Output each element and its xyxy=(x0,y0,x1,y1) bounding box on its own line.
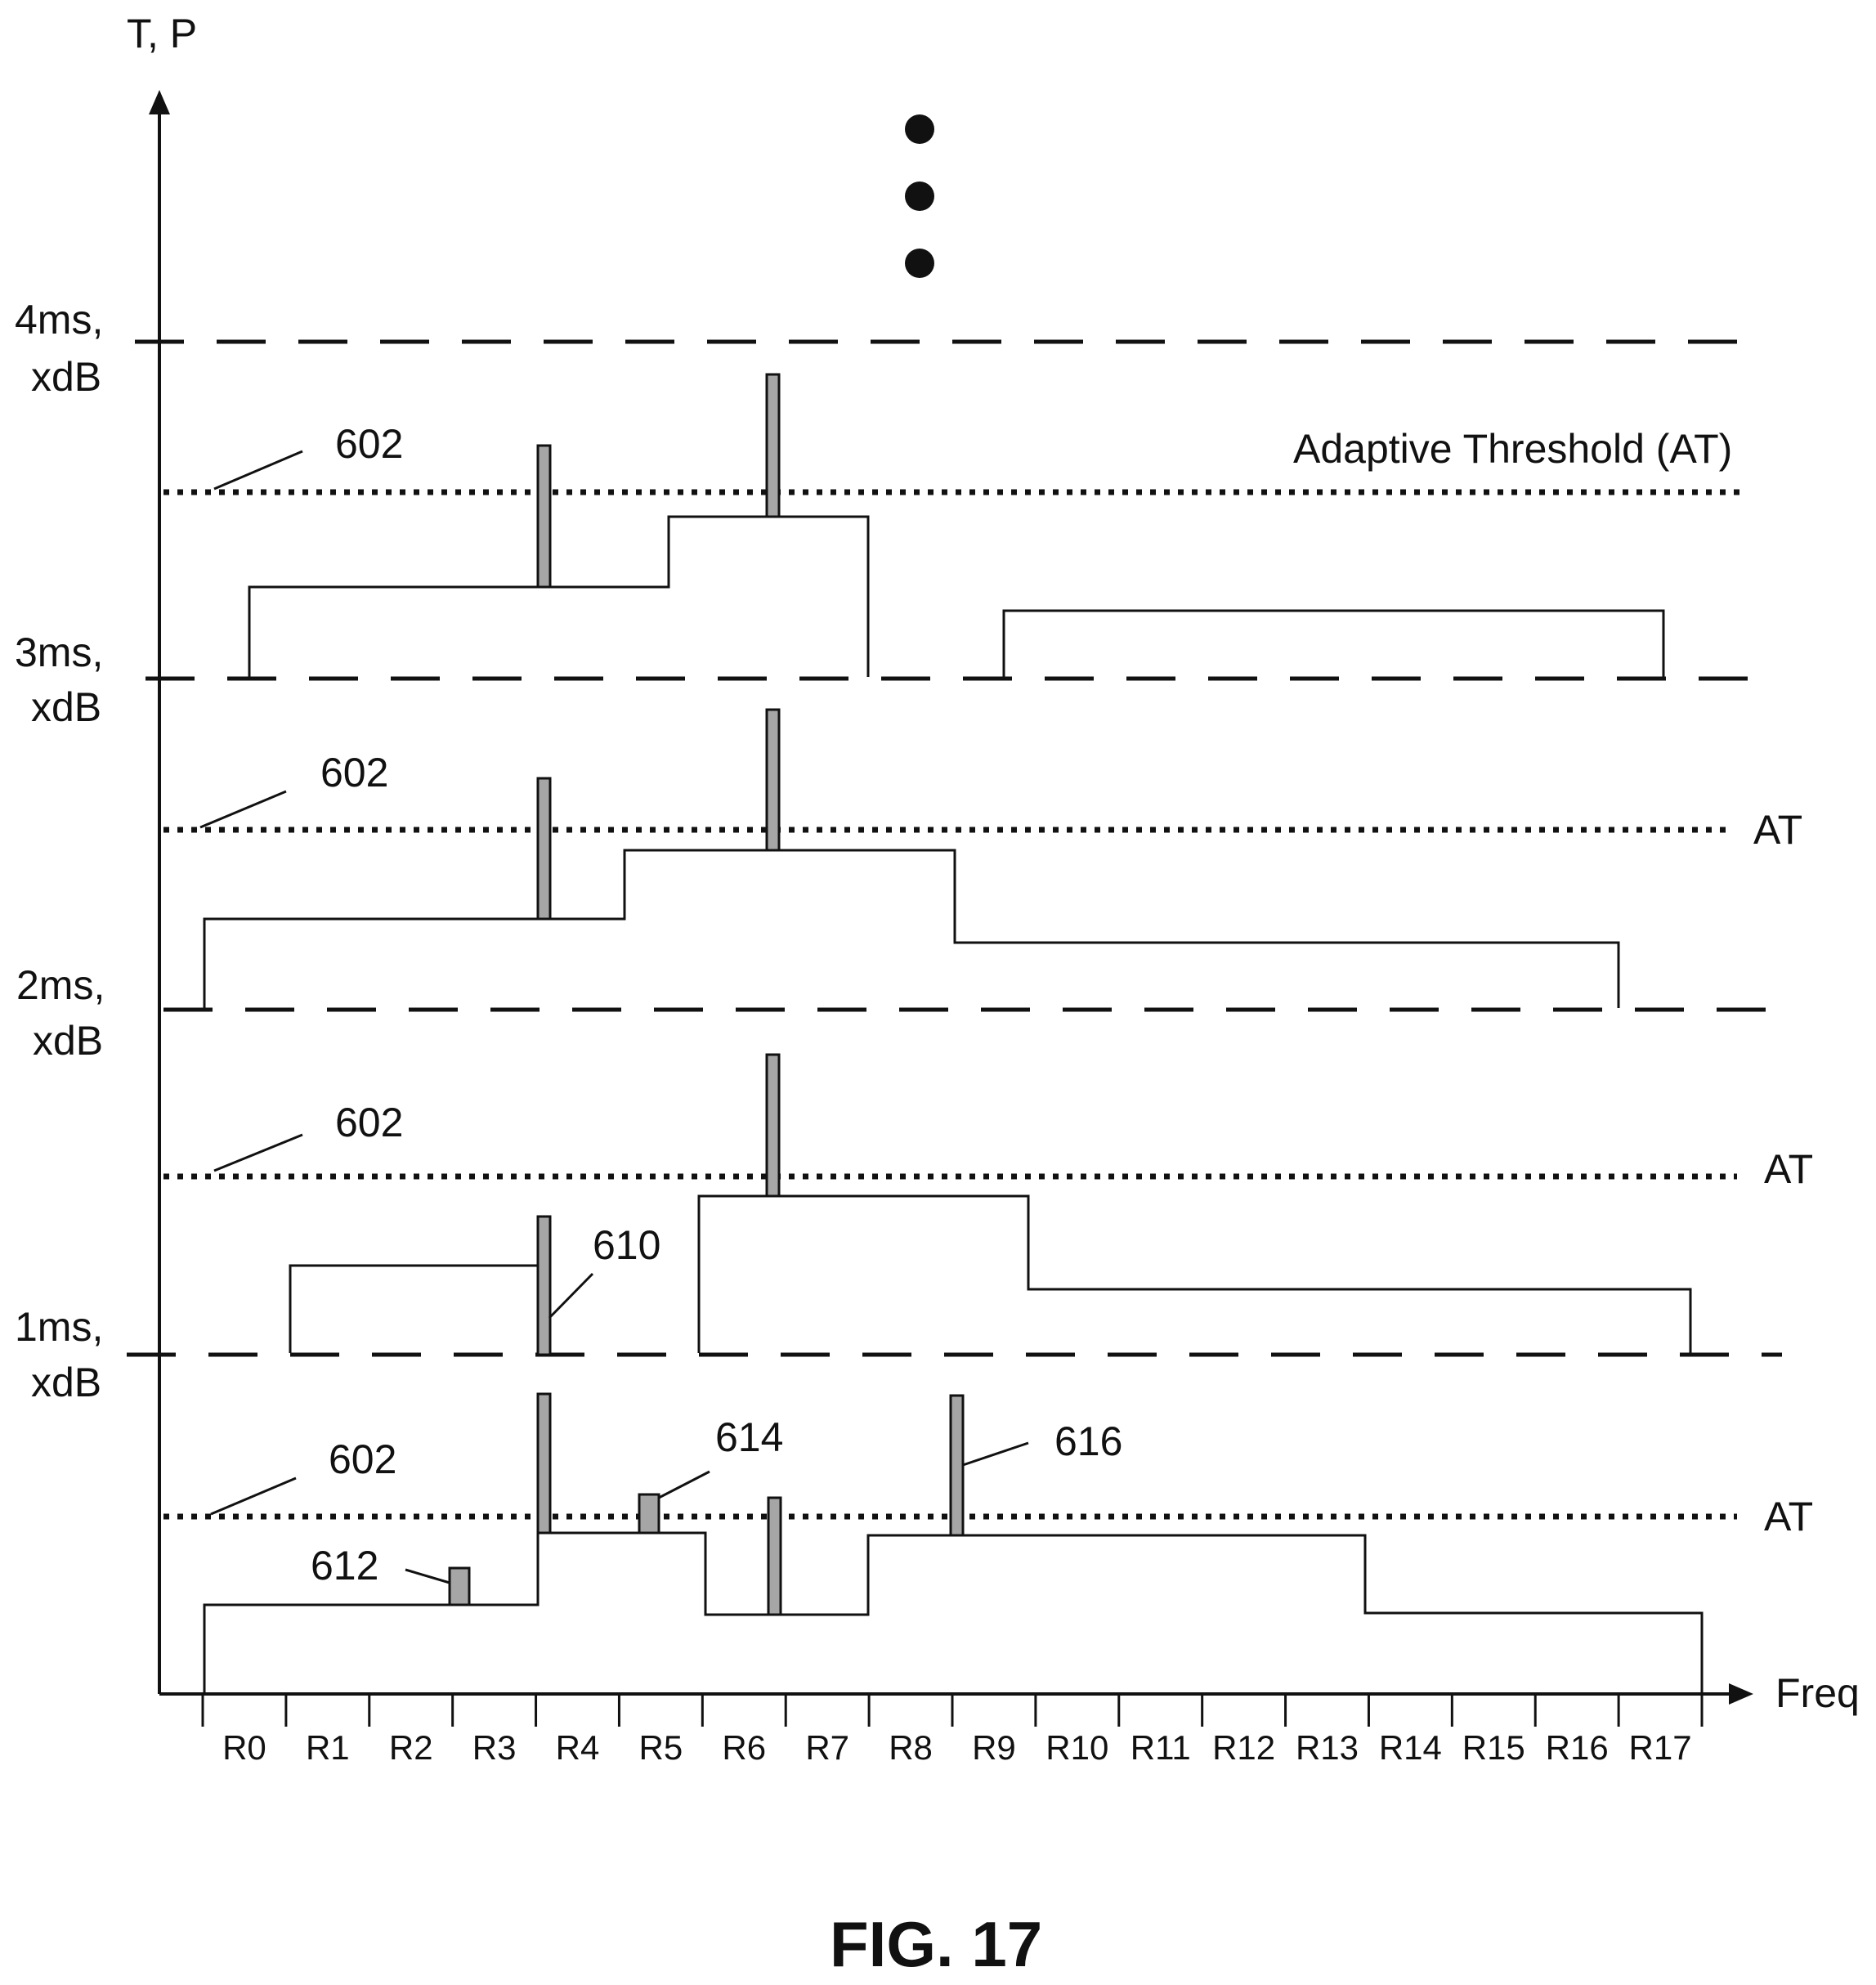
signal-profile-slot3 xyxy=(203,849,1620,1008)
leader-602-slot3 xyxy=(199,790,287,829)
power-label-1ms: xdB xyxy=(31,1360,101,1405)
signal-profile-slot2-a xyxy=(289,1264,541,1353)
bin-label-r4: R4 xyxy=(556,1728,600,1767)
bin-label-r11: R11 xyxy=(1131,1728,1191,1767)
bin-label-r13: R13 xyxy=(1296,1728,1359,1767)
signal-profile-slot4-b xyxy=(1002,609,1665,677)
leader-602-slot4 xyxy=(213,450,303,491)
signal-bar xyxy=(536,1392,552,1535)
ref-602-slot1: 602 xyxy=(329,1436,396,1482)
x-axis-label: Freq xyxy=(1775,1670,1860,1716)
leader-602-slot1 xyxy=(210,1476,297,1516)
ref-602-slot2: 602 xyxy=(335,1100,403,1145)
ref-614: 614 xyxy=(715,1414,783,1460)
bin-label-r14: R14 xyxy=(1379,1728,1442,1767)
signal-bar xyxy=(765,373,781,518)
bin-label-r5: R5 xyxy=(639,1728,683,1767)
signal-bars xyxy=(448,373,965,1616)
bin-label-r10: R10 xyxy=(1045,1728,1108,1767)
ellipsis-dot xyxy=(905,114,934,144)
time-label-3ms: 3ms, xyxy=(15,630,103,675)
bin-label-r8: R8 xyxy=(889,1728,933,1767)
signal-bar xyxy=(765,708,781,852)
time-level-labels: 4ms, xdB 3ms, xdB 2ms, xdB 1ms, xdB xyxy=(15,297,105,1405)
bin-label-r6: R6 xyxy=(722,1728,766,1767)
ellipsis-dot xyxy=(905,181,934,211)
bin-label-r3: R3 xyxy=(472,1728,517,1767)
ellipsis-dot xyxy=(905,249,934,278)
frequency-bins: R0 R1 R2 R3 R4 R5 R6 R7 R8 R9 R10 R11 R12 R13 R14 R15 R1… xyxy=(201,1694,1704,1767)
signal-bar-612 xyxy=(448,1566,471,1606)
leader-602-slot2 xyxy=(213,1133,303,1172)
time-label-1ms: 1ms, xyxy=(15,1304,103,1350)
axes: T, P Freq xyxy=(127,11,1860,1716)
signal-profiles xyxy=(203,515,1704,1694)
threshold-label-slot2: AT xyxy=(1764,1146,1813,1192)
y-axis-arrow xyxy=(149,90,170,114)
time-level-lines xyxy=(127,339,1782,1357)
figure-caption: FIG. 17 xyxy=(830,1908,1042,1980)
signal-bar xyxy=(765,1053,781,1198)
signal-bar-616 xyxy=(949,1394,965,1537)
signal-bar xyxy=(767,1496,782,1616)
ref-610: 610 xyxy=(593,1222,660,1268)
threshold-label-slot1: AT xyxy=(1764,1494,1813,1539)
reference-numerals: 602 602 602 602 610 612 614 616 xyxy=(199,421,1122,1588)
leader-616 xyxy=(962,1441,1029,1467)
x-axis-arrow xyxy=(1729,1683,1753,1705)
signal-bar-614 xyxy=(638,1493,660,1535)
bin-label-r17: R17 xyxy=(1629,1728,1692,1767)
bin-label-r1: R1 xyxy=(306,1728,350,1767)
time-label-4ms: 4ms, xyxy=(15,297,103,343)
time-label-2ms: 2ms, xyxy=(16,962,105,1008)
signal-bar-610 xyxy=(536,1215,552,1356)
bin-label-r9: R9 xyxy=(972,1728,1016,1767)
signal-profile-slot1 xyxy=(203,1531,1704,1694)
adaptive-thresholds: Adaptive Threshold (AT) AT AT AT xyxy=(163,426,1813,1539)
y-axis-label: T, P xyxy=(127,11,197,56)
signal-bar xyxy=(536,444,552,589)
signal-bar xyxy=(536,777,552,921)
power-label-3ms: xdB xyxy=(31,684,101,730)
signal-profile-slot4-a xyxy=(248,515,870,677)
threshold-label-full: Adaptive Threshold (AT) xyxy=(1293,426,1732,472)
bin-label-r7: R7 xyxy=(805,1728,849,1767)
bin-label-r2: R2 xyxy=(389,1728,433,1767)
ref-612: 612 xyxy=(311,1543,378,1588)
bin-label-r15: R15 xyxy=(1462,1728,1525,1767)
ref-602-slot3: 602 xyxy=(320,750,388,795)
threshold-label-slot3: AT xyxy=(1753,807,1802,853)
bin-label-r12: R12 xyxy=(1212,1728,1275,1767)
continuation-dots xyxy=(905,114,934,278)
power-label-2ms: xdB xyxy=(33,1018,103,1064)
ref-616: 616 xyxy=(1054,1418,1122,1464)
leader-614 xyxy=(658,1470,710,1499)
leader-612 xyxy=(405,1568,450,1584)
bin-label-r0: R0 xyxy=(222,1728,266,1767)
signal-profile-slot2-b xyxy=(697,1194,1692,1353)
leader-610 xyxy=(548,1272,594,1320)
power-label-4ms: xdB xyxy=(31,354,101,400)
ref-602-slot4: 602 xyxy=(335,421,403,467)
bin-label-r16: R16 xyxy=(1546,1728,1609,1767)
